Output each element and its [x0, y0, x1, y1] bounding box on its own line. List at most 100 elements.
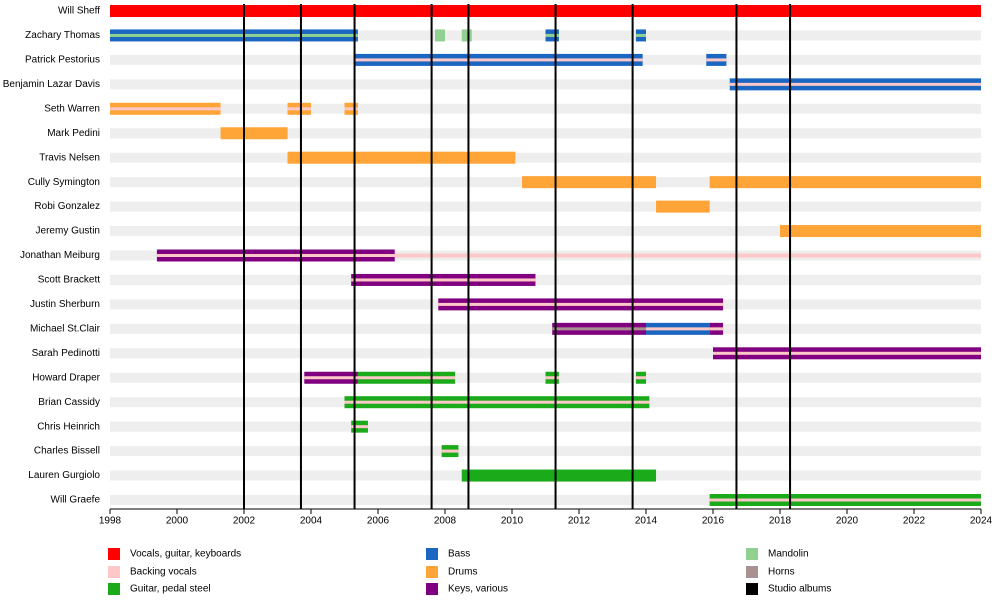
legend-label: Backing vocals	[130, 567, 197, 578]
legend-swatch	[108, 566, 120, 578]
legend-label: Drums	[448, 567, 477, 578]
legend-label: Guitar, pedal steel	[130, 584, 211, 595]
member-label: Michael St.Clair	[30, 323, 101, 334]
secondary-role-stripe	[729, 82, 981, 86]
member-label: Chris Heinrich	[37, 421, 100, 432]
row-band	[110, 226, 981, 237]
tenure-bar	[709, 176, 981, 189]
tenure-bar	[110, 5, 981, 17]
member-label: Charles Bissell	[34, 446, 100, 457]
row-band	[110, 348, 981, 359]
secondary-role-stripe	[351, 278, 536, 282]
x-tick-label: 2008	[434, 516, 457, 527]
member-label: Patrick Pestorius	[25, 55, 100, 66]
x-tick-label: 2016	[702, 516, 725, 527]
legend-label: Studio albums	[768, 584, 831, 595]
member-label: Zachary Thomas	[25, 30, 100, 41]
row-band	[110, 79, 981, 90]
legend-swatch	[426, 548, 438, 560]
tenure-bar	[461, 469, 657, 482]
member-label: Brian Cassidy	[38, 397, 100, 408]
member-label: Will Sheff	[58, 6, 100, 17]
secondary-role-stripe	[156, 254, 395, 257]
secondary-role-stripe	[713, 351, 981, 355]
legend-label: Keys, various	[448, 584, 508, 595]
x-tick-label: 2000	[166, 516, 189, 527]
secondary-role-stripe	[646, 327, 710, 331]
member-label: Sarah Pedinotti	[32, 348, 100, 359]
row-band	[110, 103, 981, 114]
row-band	[110, 421, 981, 432]
tenure-bar	[522, 176, 657, 189]
row-band	[110, 495, 981, 505]
secondary-role-stripe	[344, 400, 650, 404]
member-label: Cully Symington	[28, 177, 100, 188]
x-tick-label: 2006	[367, 516, 390, 527]
secondary-role-stripe	[438, 302, 724, 306]
secondary-role-stripe	[635, 33, 646, 37]
x-tick-label: 2014	[635, 516, 658, 527]
secondary-role-stripe	[304, 376, 358, 380]
legend-swatch	[746, 548, 758, 560]
member-label: Scott Brackett	[38, 275, 100, 286]
x-tick-label: 2004	[300, 516, 323, 527]
secondary-role-stripe	[351, 425, 368, 429]
legend-swatch	[426, 583, 438, 595]
row-band	[110, 274, 981, 285]
x-tick-label: 2024	[970, 516, 993, 527]
row-band	[110, 128, 981, 139]
legend-swatch	[746, 566, 758, 578]
member-label: Howard Draper	[32, 372, 100, 383]
row-band	[110, 323, 981, 334]
x-tick-label: 1998	[99, 516, 122, 527]
secondary-role-stripe	[110, 33, 358, 37]
tenure-bar	[220, 127, 288, 140]
x-tick-label: 2020	[836, 516, 859, 527]
tenure-bar	[394, 253, 981, 258]
row-band	[110, 201, 981, 212]
tenure-bar	[780, 225, 981, 238]
member-label: Benjamin Lazar Davis	[3, 79, 100, 90]
member-label: Travis Nelsen	[39, 152, 100, 163]
legend-swatch	[746, 583, 758, 595]
secondary-role-stripe	[357, 376, 456, 380]
row-band	[110, 446, 981, 457]
x-tick-label: 2010	[501, 516, 524, 527]
tenure-bar	[656, 200, 710, 213]
member-label: Seth Warren	[44, 103, 100, 114]
member-label: Will Graefe	[51, 495, 101, 506]
member-label: Jeremy Gustin	[36, 226, 100, 237]
secondary-role-stripe	[545, 33, 559, 37]
secondary-role-stripe	[545, 376, 559, 380]
secondary-role-stripe	[635, 376, 646, 380]
legend-label: Horns	[768, 567, 795, 578]
tenure-bar	[434, 29, 445, 42]
legend-label: Vocals, guitar, keyboards	[130, 549, 241, 560]
secondary-role-stripe	[344, 107, 358, 111]
member-label: Justin Sherburn	[30, 299, 100, 310]
member-label: Robi Gonzalez	[34, 201, 100, 212]
member-label: Lauren Gurgiolo	[28, 470, 100, 481]
secondary-role-stripe	[441, 449, 459, 453]
row-band	[110, 152, 981, 163]
secondary-role-stripe	[287, 107, 311, 111]
legend-swatch	[108, 548, 120, 560]
member-label: Mark Pedini	[47, 128, 100, 139]
x-tick-label: 2012	[568, 516, 591, 527]
tenure-bar	[461, 29, 472, 42]
x-tick-label: 2002	[233, 516, 256, 527]
tenure-bar	[287, 151, 516, 164]
secondary-role-stripe	[354, 58, 643, 62]
secondary-role-stripe	[110, 107, 221, 111]
x-tick-label: 2022	[903, 516, 926, 527]
secondary-role-stripe	[552, 327, 646, 331]
member-label: Jonathan Meiburg	[20, 250, 100, 261]
legend-swatch	[108, 583, 120, 595]
secondary-role-stripe	[706, 58, 727, 62]
legend-swatch	[426, 566, 438, 578]
secondary-role-stripe	[709, 498, 981, 502]
x-tick-label: 2018	[769, 516, 792, 527]
legend-label: Mandolin	[768, 549, 809, 560]
secondary-role-stripe	[709, 327, 724, 331]
